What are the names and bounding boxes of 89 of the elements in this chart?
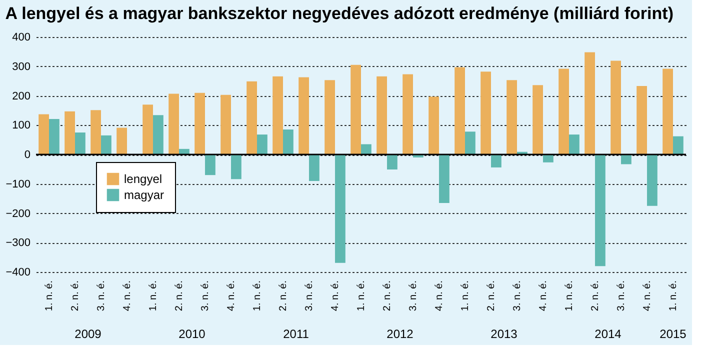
x-tick-label: 4. n. é. — [330, 280, 341, 312]
x-tick-label: 1. n. é. — [252, 280, 263, 312]
bar — [361, 144, 372, 154]
bar — [428, 96, 439, 154]
bar — [246, 81, 257, 154]
bar — [480, 72, 491, 154]
text: 2013 — [490, 327, 518, 341]
bar — [491, 154, 502, 168]
bar — [610, 60, 621, 154]
bar — [387, 154, 398, 170]
bar — [90, 110, 101, 154]
bar — [376, 76, 387, 154]
bar — [647, 154, 658, 206]
bar — [272, 76, 283, 154]
bar — [205, 154, 216, 176]
x-tick-label: 3. n. é. — [200, 280, 211, 312]
bar — [153, 115, 164, 154]
bar — [179, 148, 190, 154]
x-tick-label: 1. n. é. — [564, 280, 575, 312]
bar — [439, 154, 450, 203]
x-tick-label: 2. n. é. — [382, 280, 393, 312]
bar — [168, 94, 179, 154]
x-tick-label: 4. n. é. — [122, 280, 133, 312]
bar — [569, 134, 580, 154]
x-tick-label: 1. n. é. — [668, 280, 679, 312]
bar — [194, 92, 205, 154]
y-tick-label: −200 — [6, 208, 30, 220]
x-tick-label: 3. n. é. — [512, 280, 523, 312]
x-tick-label: 1. n. é. — [148, 280, 159, 312]
y-tick-label: 300 — [12, 60, 30, 73]
y-tick-label: 400 — [12, 32, 30, 44]
x-tick-label: 4. n. é. — [226, 280, 237, 312]
bar — [662, 68, 673, 154]
x-tick-label: 4. n. é. — [434, 280, 445, 312]
bar — [595, 154, 606, 266]
bar — [636, 86, 647, 154]
bar — [558, 68, 569, 154]
bar — [335, 154, 346, 263]
text: 2012 — [386, 327, 414, 341]
bar — [584, 52, 595, 154]
bar — [101, 135, 112, 154]
x-tick-label: 2. n. é. — [70, 280, 81, 312]
bar — [350, 64, 361, 154]
x-tick-label: 1. n. é. — [356, 280, 367, 312]
x-tick-label: 3. n. é. — [616, 280, 627, 312]
text: 2011 — [283, 327, 310, 341]
y-tick-label: 0 — [24, 149, 30, 161]
y-tick-label: −400 — [6, 266, 30, 278]
bar — [402, 74, 413, 154]
x-tick-label: 2. n. é. — [486, 280, 497, 312]
bar — [75, 132, 86, 154]
y-tick-label: 200 — [12, 90, 30, 102]
text: 2015 — [660, 327, 687, 341]
text: 2009 — [74, 327, 102, 341]
legend-label: magyar — [124, 188, 164, 202]
bar — [673, 136, 684, 154]
chart-title: A lengyel és a magyar bankszektor negyedéves adózott eredménye (milliárd forint) — [5, 4, 674, 23]
bar — [465, 132, 476, 154]
bar — [220, 94, 231, 154]
x-tick-label: 4. n. é. — [538, 280, 549, 312]
bar — [298, 77, 309, 154]
x-tick-label: 2. n. é. — [590, 280, 601, 312]
x-tick-label: 3. n. é. — [408, 280, 419, 312]
bar — [532, 85, 543, 154]
bar — [38, 114, 49, 154]
bar — [454, 67, 465, 154]
bar — [231, 154, 242, 180]
x-tick-label: 3. n. é. — [304, 280, 315, 312]
bar — [324, 80, 335, 154]
bar — [142, 104, 153, 154]
y-tick-label: −100 — [6, 178, 30, 190]
bar — [283, 130, 294, 154]
x-tick-label: 2. n. é. — [174, 280, 185, 312]
x-tick-label: 1. n. é. — [460, 280, 471, 312]
bar — [309, 154, 320, 181]
bar — [506, 80, 517, 154]
bar — [64, 111, 75, 154]
text: 2010 — [178, 327, 206, 341]
text: 2014 — [594, 327, 622, 341]
legend-label: lengyel — [124, 172, 162, 186]
y-tick-label: 100 — [12, 120, 30, 132]
bar — [49, 118, 60, 154]
x-tick-label: 4. n. é. — [642, 280, 653, 312]
x-tick-label: 3. n. é. — [96, 280, 107, 312]
bar — [116, 128, 127, 154]
x-tick-label: 1. n. é. — [44, 280, 55, 312]
y-tick-label: −300 — [6, 237, 30, 250]
bar — [257, 134, 268, 154]
x-tick-label: 2. n. é. — [278, 280, 289, 312]
